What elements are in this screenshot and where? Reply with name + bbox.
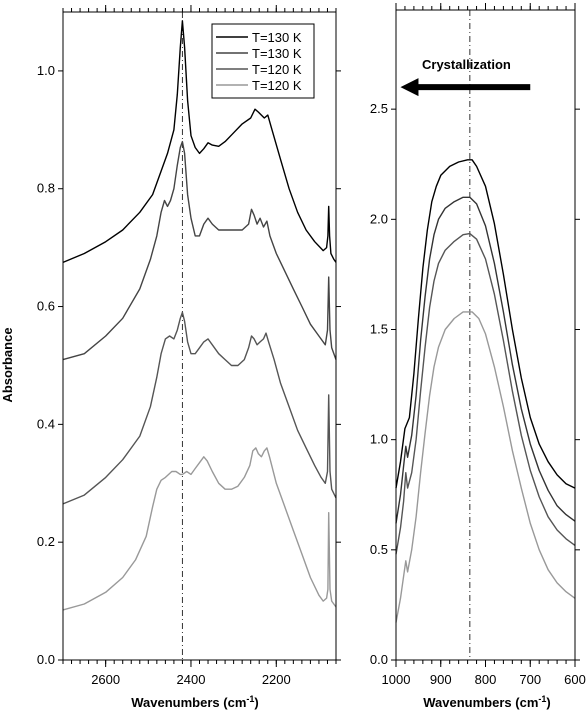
left-series-line-0 xyxy=(62,20,337,264)
left-ytick-label: 0.8 xyxy=(37,181,55,196)
crystallization-arrow xyxy=(400,78,531,97)
right-series-line-0 xyxy=(395,159,576,489)
left-series-line-3 xyxy=(62,447,337,611)
right-ytick-label: 0.5 xyxy=(370,542,388,557)
right-ytick-label: 2.0 xyxy=(370,211,388,226)
left-y-axis-title: Absorbance xyxy=(0,327,15,402)
left-ytick-label: 0.6 xyxy=(37,299,55,314)
left-xtick-label: 2400 xyxy=(177,672,206,687)
left-x-axis-title: Wavenumbers (cm-1) xyxy=(131,694,258,710)
crystallization-label: Crystallization xyxy=(422,57,511,72)
legend-entry: T=130 K xyxy=(252,46,302,61)
left-plot-area xyxy=(62,12,337,660)
left-xtick-label: 2200 xyxy=(262,672,291,687)
right-xtick-label: 1000 xyxy=(382,672,411,687)
right-ytick-label: 0.0 xyxy=(370,652,388,667)
right-series-line-3 xyxy=(395,311,576,623)
left-xtick-label: 2600 xyxy=(91,672,120,687)
right-series-line-2 xyxy=(395,232,576,555)
right-x-axis-title: Wavenumbers (cm-1) xyxy=(423,694,550,710)
right-ytick-label: 1.5 xyxy=(370,321,388,336)
legend: T=130 KT=130 KT=120 KT=120 K xyxy=(211,23,315,99)
left-plot-frame xyxy=(62,11,337,661)
legend-entry: T=120 K xyxy=(252,78,302,93)
right-ytick-label: 2.5 xyxy=(370,101,388,116)
legend-entry: T=130 K xyxy=(252,30,302,45)
left-axis-ticks: 0.0 0.2 0.4 0.6 0.8 1.0 2600 2400 2200 xyxy=(37,5,341,687)
right-plot-area xyxy=(395,10,576,660)
left-series-line-2 xyxy=(62,311,337,505)
right-xtick-label: 700 xyxy=(519,672,541,687)
right-xtick-label: 600 xyxy=(564,672,586,687)
right-series-line-1 xyxy=(395,196,576,524)
left-ytick-label: 0.4 xyxy=(37,416,55,431)
right-xtick-label: 900 xyxy=(430,672,452,687)
arrow-head xyxy=(400,78,419,97)
right-ytick-label: 1.0 xyxy=(370,432,388,447)
right-axis-ticks: 0.0 0.5 1.0 1.5 2.0 2.5 1000 900 800 700 600 xyxy=(370,3,586,687)
right-xtick-label: 800 xyxy=(475,672,497,687)
legend-entry: T=120 K xyxy=(252,62,302,77)
left-series-line-1 xyxy=(62,140,337,361)
left-ytick-label: 0.2 xyxy=(37,534,55,549)
left-ytick-label: 1.0 xyxy=(37,63,55,78)
right-spectrum-panel: 0.0 0.5 1.0 1.5 2.0 2.5 1000 900 800 700 600 Cryst… xyxy=(370,3,586,710)
left-ytick-label: 0.0 xyxy=(37,652,55,667)
